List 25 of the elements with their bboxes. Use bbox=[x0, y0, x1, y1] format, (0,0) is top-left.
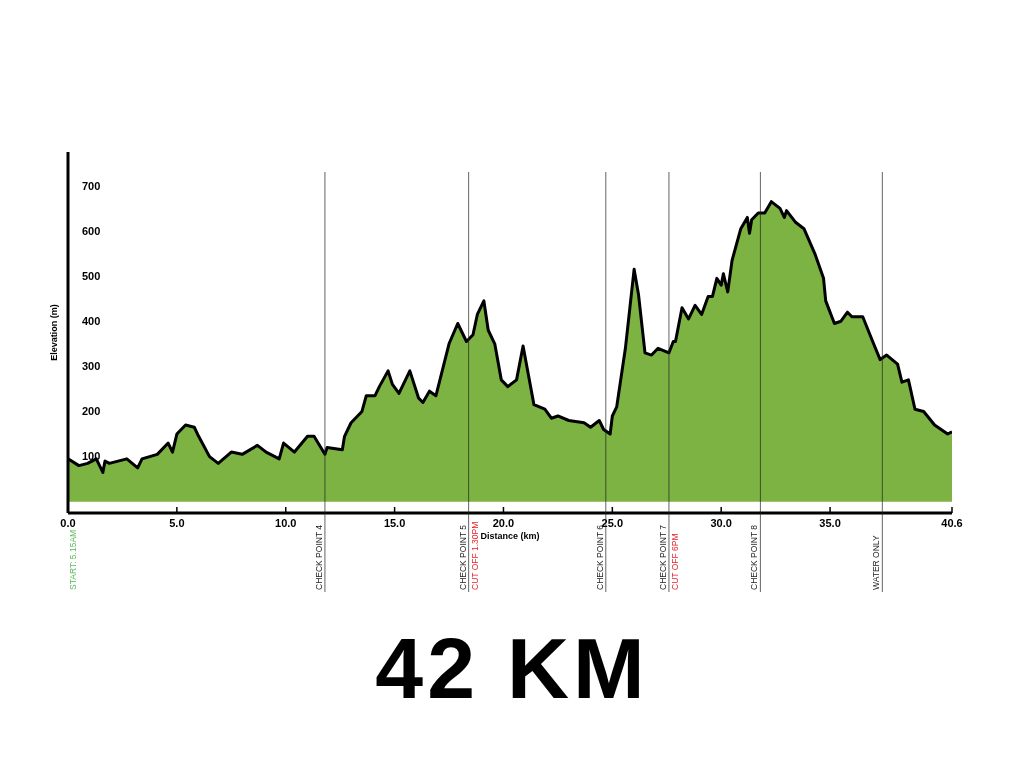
ref-line-label: CHECK POINT 4 bbox=[313, 524, 324, 590]
y-tick-label: 200 bbox=[82, 405, 101, 418]
x-tick-label: 15.0 bbox=[383, 516, 406, 529]
ref-line-label: CHECK POINT 7 bbox=[657, 524, 668, 590]
x-tick-label: 30.0 bbox=[710, 516, 732, 529]
y-tick-label: 500 bbox=[82, 270, 101, 282]
text: CUT OFF 1.30PM bbox=[470, 521, 481, 590]
y-tick-label: 300 bbox=[82, 360, 101, 373]
ref-line-label: CHECK POINT 5 bbox=[457, 524, 468, 590]
x-tick-label: 0.0 bbox=[60, 516, 76, 529]
x-tick-label: 10.0 bbox=[275, 516, 297, 529]
y-axis-title: Elevation (m) bbox=[49, 304, 60, 361]
y-tick-label: 600 bbox=[82, 224, 101, 237]
ref-line-label: WATER ONLY bbox=[871, 535, 882, 590]
text: 42 KM bbox=[375, 620, 649, 716]
x-tick-label: 5.0 bbox=[169, 516, 185, 529]
text: CUT OFF 6PM bbox=[670, 533, 681, 590]
y-tick-label: 700 bbox=[82, 179, 101, 192]
x-tick-label: 20.0 bbox=[492, 516, 515, 529]
x-tick-label: 40.6 bbox=[941, 516, 963, 529]
y-tick-label: 400 bbox=[82, 315, 101, 328]
text: START: 5.15AM bbox=[68, 529, 79, 590]
x-tick-label: 35.0 bbox=[819, 516, 841, 529]
x-axis-title: Distance (km) bbox=[480, 531, 540, 541]
ref-line-label: CHECK POINT 8 bbox=[749, 524, 760, 590]
